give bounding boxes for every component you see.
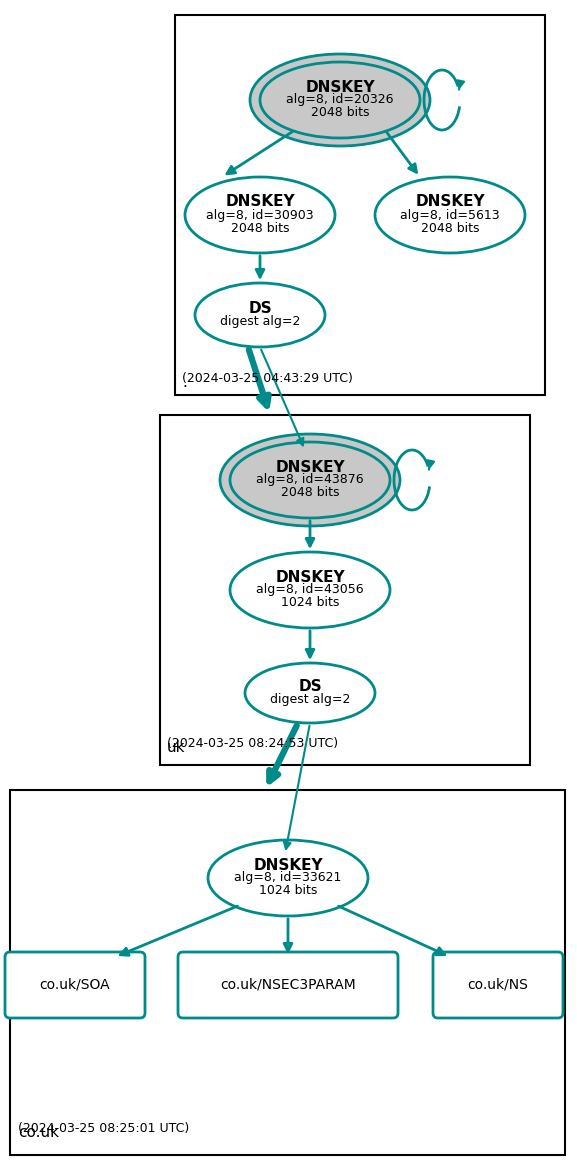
- Text: 2048 bits: 2048 bits: [281, 487, 339, 500]
- FancyBboxPatch shape: [433, 952, 563, 1018]
- Ellipse shape: [185, 177, 335, 253]
- Text: DNSKEY: DNSKEY: [305, 80, 375, 95]
- FancyBboxPatch shape: [5, 952, 145, 1018]
- Bar: [10, 789, 565, 1155]
- Text: (2024-03-25 08:25:01 UTC): (2024-03-25 08:25:01 UTC): [18, 1123, 189, 1135]
- Text: co.uk/SOA: co.uk/SOA: [40, 978, 110, 992]
- Bar: [160, 415, 530, 765]
- Text: (2024-03-25 04:43:29 UTC): (2024-03-25 04:43:29 UTC): [182, 372, 353, 385]
- Bar: [175, 15, 545, 395]
- Text: 2048 bits: 2048 bits: [231, 222, 289, 235]
- Text: DNSKEY: DNSKEY: [253, 857, 323, 873]
- Text: digest alg=2: digest alg=2: [270, 693, 350, 706]
- Ellipse shape: [260, 62, 420, 138]
- Text: alg=8, id=43056: alg=8, id=43056: [256, 583, 364, 597]
- Text: DNSKEY: DNSKEY: [275, 460, 345, 475]
- Text: alg=8, id=30903: alg=8, id=30903: [206, 209, 314, 222]
- Ellipse shape: [230, 442, 390, 518]
- Text: DS: DS: [248, 301, 272, 316]
- Text: DNSKEY: DNSKEY: [275, 570, 345, 584]
- Text: DS: DS: [298, 679, 322, 694]
- Text: co.uk/NS: co.uk/NS: [467, 978, 529, 992]
- Ellipse shape: [245, 663, 375, 723]
- Text: 2048 bits: 2048 bits: [421, 222, 479, 235]
- Ellipse shape: [250, 54, 430, 145]
- Text: alg=8, id=33621: alg=8, id=33621: [234, 872, 342, 884]
- Text: .: .: [182, 375, 187, 389]
- Ellipse shape: [195, 283, 325, 347]
- Text: uk: uk: [167, 740, 185, 755]
- Ellipse shape: [208, 840, 368, 916]
- Text: 1024 bits: 1024 bits: [259, 884, 317, 897]
- Text: alg=8, id=5613: alg=8, id=5613: [400, 209, 500, 222]
- Text: alg=8, id=43876: alg=8, id=43876: [256, 474, 364, 487]
- Text: 2048 bits: 2048 bits: [311, 107, 369, 120]
- Text: alg=8, id=20326: alg=8, id=20326: [286, 94, 394, 107]
- Text: DNSKEY: DNSKEY: [225, 195, 295, 210]
- FancyBboxPatch shape: [178, 952, 398, 1018]
- Text: DNSKEY: DNSKEY: [415, 195, 485, 210]
- Text: 1024 bits: 1024 bits: [281, 597, 339, 610]
- Text: co.uk/NSEC3PARAM: co.uk/NSEC3PARAM: [220, 978, 356, 992]
- Text: co.uk: co.uk: [18, 1125, 59, 1140]
- Ellipse shape: [230, 552, 390, 628]
- Ellipse shape: [375, 177, 525, 253]
- Text: (2024-03-25 08:24:53 UTC): (2024-03-25 08:24:53 UTC): [167, 737, 338, 750]
- Text: digest alg=2: digest alg=2: [220, 316, 300, 328]
- Ellipse shape: [220, 434, 400, 526]
